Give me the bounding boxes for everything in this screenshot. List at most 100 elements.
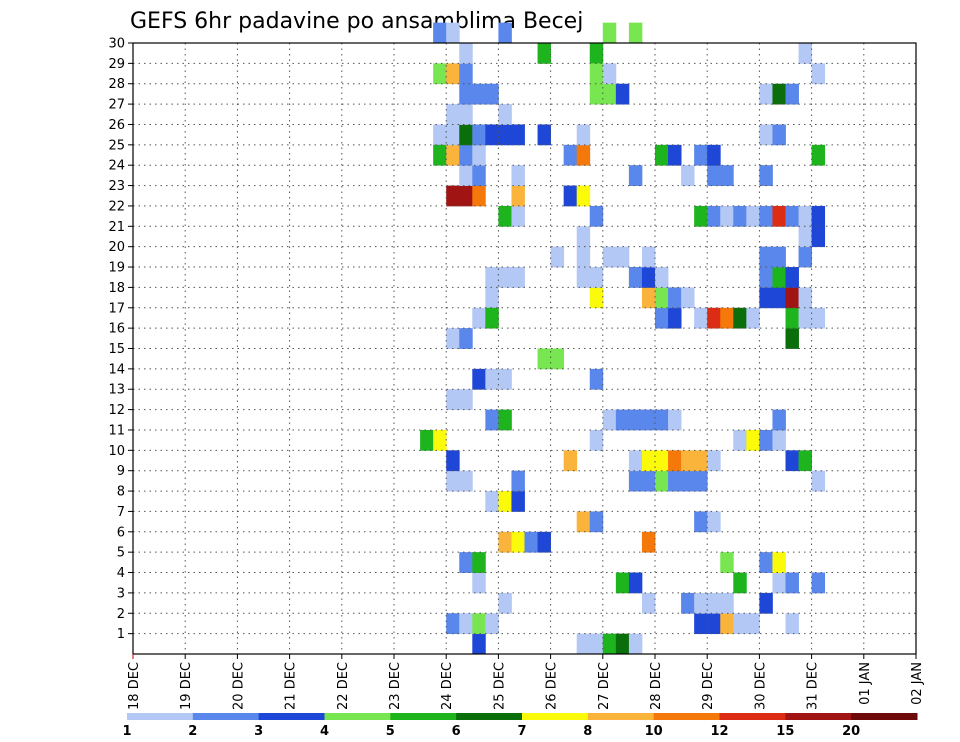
heatmap-cell: [733, 205, 747, 227]
heatmap-cell: [772, 124, 786, 146]
heatmap-cell: [759, 429, 773, 451]
heatmap-cell: [772, 429, 786, 451]
legend-label: 12: [710, 724, 728, 739]
heatmap-cell: [707, 307, 721, 329]
heatmap-cell: [446, 470, 460, 492]
heatmap-cell: [459, 470, 473, 492]
heatmap-cell: [759, 552, 773, 573]
heatmap-cell: [641, 267, 656, 288]
heatmap-cell: [733, 572, 747, 594]
x-tick-label: 23 DEC: [388, 662, 403, 710]
y-tick-label: 3: [117, 586, 125, 601]
heatmap-cell: [485, 83, 499, 105]
heatmap-cell: [615, 246, 630, 268]
y-tick-label: 25: [108, 138, 125, 153]
legend-swatch: [851, 713, 918, 720]
heatmap-cell: [485, 368, 499, 390]
heatmap-cell: [498, 267, 512, 288]
heatmap-cell: [655, 287, 669, 309]
x-axis: 18 DEC 19 DEC 20 DEC 21 DEC 22 DEC 23 DEC 24 D…: [127, 654, 925, 710]
heatmap-cell: [485, 613, 499, 635]
heatmap-cell: [668, 287, 682, 309]
heatmap-cell: [602, 83, 617, 105]
heatmap-cell: [511, 491, 525, 512]
y-tick-label: 21: [108, 220, 125, 235]
heatmap-cell: [733, 429, 747, 451]
heatmap-cell: [746, 205, 760, 227]
heatmap-cell: [641, 246, 656, 268]
y-tick-label: 10: [108, 444, 125, 459]
y-tick-label: 4: [117, 566, 125, 581]
heatmap-cell: [785, 613, 799, 635]
heatmap-cell: [641, 531, 656, 553]
heatmap-cell: [472, 572, 486, 594]
y-tick-label: 29: [108, 57, 125, 72]
heatmap-cell: [615, 633, 630, 655]
heatmap-cell: [433, 429, 447, 451]
heatmap-cell: [720, 165, 734, 186]
heatmap-cell: [707, 511, 721, 533]
heatmap-cell: [681, 592, 695, 614]
heatmap-cell: [498, 104, 512, 125]
heatmap-cell: [641, 470, 656, 492]
heatmap-cell: [798, 450, 812, 472]
legend-swatch: [719, 713, 786, 720]
heatmap-cell: [589, 43, 604, 64]
heatmap-cell: [655, 450, 669, 472]
heatmap-cell: [602, 63, 617, 85]
heatmap-cell: [759, 165, 773, 186]
heatmap-cell: [537, 124, 551, 146]
heatmap-cell: [511, 185, 525, 207]
heatmap-cell: [694, 450, 708, 472]
heatmap-cell: [498, 491, 512, 512]
heatmap-cell: [511, 124, 525, 146]
heatmap-cell: [472, 124, 486, 146]
heatmap-cell: [446, 104, 460, 125]
heatmap-cell: [655, 267, 669, 288]
heatmap-cell: [511, 531, 525, 553]
heatmap-cell: [707, 613, 721, 635]
heatmap-cell: [459, 63, 473, 85]
heatmap-cell: [707, 205, 721, 227]
heatmap-cell: [759, 267, 773, 288]
heatmap-cell: [798, 307, 812, 329]
x-tick-label: 24 DEC: [440, 662, 455, 710]
x-tick-label: 01 JAN: [858, 662, 873, 705]
heatmap-cell: [589, 633, 604, 655]
heatmap-cell: [511, 267, 525, 288]
heatmap-cell: [785, 307, 799, 329]
heatmap-cell: [472, 185, 486, 207]
heatmap-cell: [628, 165, 643, 186]
y-tick-label: 2: [117, 607, 125, 622]
y-tick-label: 7: [117, 505, 125, 520]
heatmap-cell: [694, 592, 708, 614]
heatmap-cell: [420, 429, 434, 451]
heatmap-cell: [785, 83, 799, 105]
heatmap-cell: [472, 83, 486, 105]
heatmap-cell: [707, 450, 721, 472]
heatmap-cell: [628, 470, 643, 492]
x-tick-label: 30 DEC: [753, 662, 768, 710]
heatmap-cell: [563, 450, 578, 472]
x-tick-label: 20 DEC: [231, 662, 246, 710]
heatmap-cell: [433, 63, 447, 85]
heatmap-cell: [694, 205, 708, 227]
heatmap-cell: [707, 165, 721, 186]
heatmap-cell: [459, 43, 473, 64]
heatmap-cell: [537, 531, 551, 553]
heatmap-cell: [433, 124, 447, 146]
heatmap-cell: [811, 205, 826, 227]
heatmap-cell: [668, 144, 682, 166]
heatmap-cell: [628, 633, 643, 655]
heatmap-cell: [433, 144, 447, 166]
heatmap-cell: [576, 124, 591, 146]
heatmap-cell: [446, 328, 460, 349]
heatmap-cell: [772, 287, 786, 309]
heatmap-cell: [446, 124, 460, 146]
heatmap-cell: [446, 389, 460, 410]
heatmap-cell: [759, 124, 773, 146]
heatmap-cell: [720, 552, 734, 573]
heatmap-cell: [563, 144, 578, 166]
heatmap-cell: [720, 592, 734, 614]
